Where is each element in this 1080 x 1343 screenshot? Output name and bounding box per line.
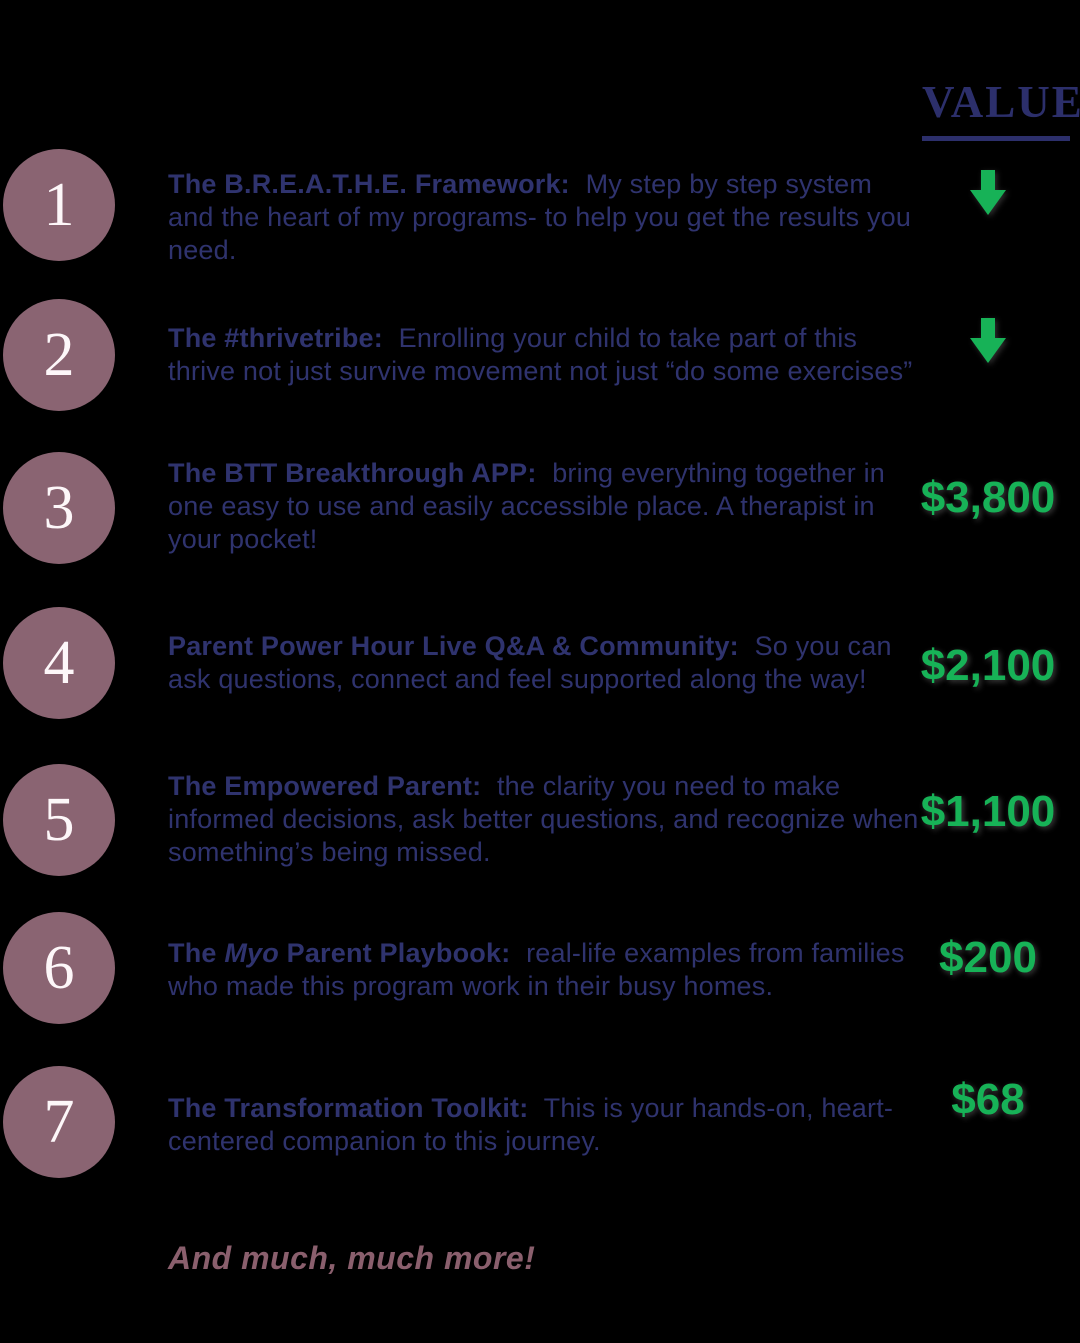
item-number: 3 (43, 473, 75, 542)
item-number: 5 (43, 785, 75, 854)
list-item: The Transformation Toolkit: This is your… (168, 1092, 920, 1158)
item-number-badge: 3 (3, 452, 115, 564)
item-title: The Myo Parent Playbook: (168, 938, 511, 968)
down-arrow-icon (970, 318, 1006, 363)
item-number: 1 (43, 170, 75, 239)
list-item: The #thrivetribe: Enrolling your child t… (168, 322, 920, 388)
item-description: So you can ask questions, connect and fe… (168, 631, 892, 694)
list-item: The Empowered Parent: the clarity you ne… (168, 770, 920, 869)
item-description: the clarity you need to make informed de… (168, 771, 919, 867)
item-number-badge: 4 (3, 607, 115, 719)
item-title: The Empowered Parent: (168, 771, 482, 801)
item-number: 4 (43, 628, 75, 697)
item-number-badge: 5 (3, 764, 115, 876)
value-column-header: VALUE (922, 76, 1080, 141)
item-number-badge: 7 (3, 1066, 115, 1178)
item-value: $200 (939, 933, 1037, 982)
list-item: Parent Power Hour Live Q&A & Community: … (168, 630, 920, 696)
list-item: The B.R.E.A.T.H.E. Framework: My step by… (168, 168, 920, 267)
item-value: $2,100 (920, 641, 1056, 690)
item-description: This is your hands-on, heart-centered co… (168, 1093, 894, 1156)
item-value: $68 (951, 1075, 1025, 1124)
item-value: $1,100 (920, 787, 1056, 836)
item-value-cell (900, 170, 1076, 221)
item-value: $3,800 (920, 473, 1056, 522)
item-description: bring everything together in one easy to… (168, 458, 886, 554)
item-description: My step by step system and the heart of … (168, 169, 912, 265)
item-number: 7 (43, 1087, 75, 1156)
list-item: The BTT Breakthrough APP: bring everythi… (168, 457, 920, 556)
item-title: The #thrivetribe: (168, 323, 383, 353)
list-item: The Myo Parent Playbook: real-life examp… (168, 937, 920, 1003)
down-arrow-icon (970, 170, 1006, 215)
item-value-cell (900, 318, 1076, 369)
item-number-badge: 6 (3, 912, 115, 1024)
item-number-badge: 1 (3, 149, 115, 261)
item-number-badge: 2 (3, 299, 115, 411)
item-number: 6 (43, 933, 75, 1002)
item-title: The Transformation Toolkit: (168, 1093, 529, 1123)
item-title: Parent Power Hour Live Q&A & Community: (168, 631, 739, 661)
footer-note: And much, much more! (168, 1240, 536, 1276)
item-title: The B.R.E.A.T.H.E. Framework: (168, 169, 570, 199)
item-description: real-life examples from families who mad… (168, 938, 905, 1001)
item-number: 2 (43, 320, 75, 389)
item-title: The BTT Breakthrough APP: (168, 458, 537, 488)
item-description: Enrolling your child to take part of thi… (168, 323, 913, 386)
item-title-italic: Myo (224, 938, 279, 968)
